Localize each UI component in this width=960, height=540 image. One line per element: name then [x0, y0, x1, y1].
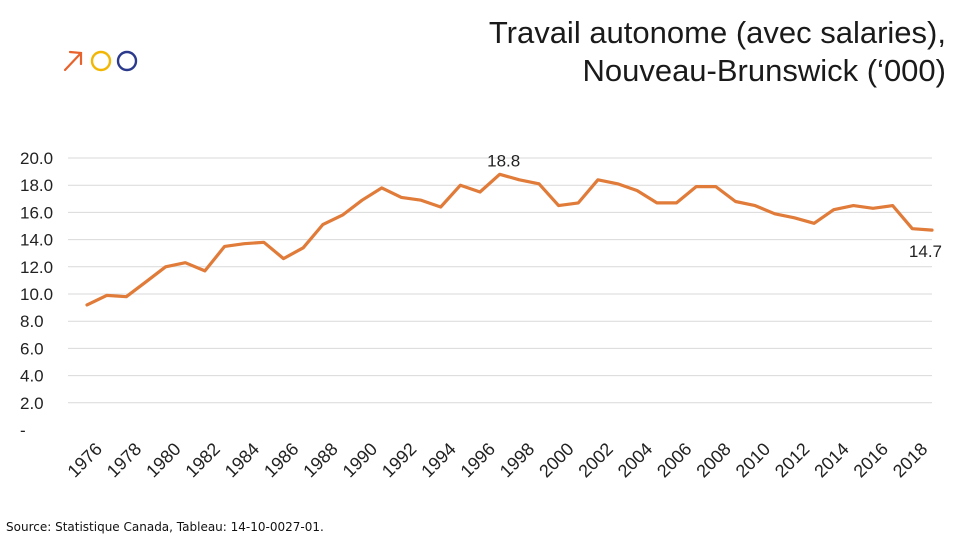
x-tick-label: 1992	[378, 439, 420, 481]
arrow-and-circles-logo	[63, 50, 138, 72]
x-axis-tick-labels: 1976197819801982198419861988199019921994…	[64, 439, 932, 481]
x-tick-label: 2016	[850, 439, 892, 481]
y-tick-label: 20.0	[20, 149, 53, 168]
x-tick-label: 2014	[810, 439, 852, 481]
y-tick-label: 12.0	[20, 258, 53, 277]
y-tick-label: 14.0	[20, 231, 53, 250]
x-tick-label: 2004	[614, 439, 656, 481]
x-tick-label: 2000	[535, 439, 577, 481]
chart-title: Travail autonome (avec salaries), Nouvea…	[326, 14, 946, 90]
data-label: 18.8	[487, 151, 520, 170]
y-tick-label: -	[20, 421, 26, 440]
data-label: 14.7	[909, 242, 942, 261]
x-tick-label: 1982	[181, 439, 223, 481]
x-tick-label: 2010	[732, 439, 774, 481]
x-tick-label: 1994	[417, 439, 459, 481]
logo-blue-circle	[116, 50, 138, 72]
y-tick-label: 2.0	[20, 394, 44, 413]
y-tick-label: 4.0	[20, 367, 44, 386]
x-tick-label: 1984	[221, 439, 263, 481]
x-tick-label: 2012	[771, 439, 813, 481]
x-tick-label: 1980	[142, 439, 184, 481]
logo-yellow-circle	[90, 50, 112, 72]
series-line	[85, 172, 934, 307]
y-tick-label: 18.0	[20, 176, 53, 195]
logo-arrow-icon	[63, 50, 83, 72]
y-tick-label: 10.0	[20, 285, 53, 304]
x-tick-label: 2002	[574, 439, 616, 481]
x-tick-label: 1988	[299, 439, 341, 481]
x-tick-label: 1978	[103, 439, 145, 481]
x-tick-label: 1976	[64, 439, 106, 481]
chart-gridlines	[68, 157, 932, 404]
y-tick-label: 8.0	[20, 312, 44, 331]
x-tick-label: 1986	[260, 439, 302, 481]
source-note: Source: Statistique Canada, Tableau: 14-…	[6, 520, 324, 534]
x-tick-label: 2006	[653, 439, 695, 481]
chart-title-line-2: Nouveau-Brunswick (‘000)	[582, 53, 946, 88]
chart-title-line-1: Travail autonome (avec salaries),	[488, 15, 946, 50]
x-tick-label: 1990	[339, 439, 381, 481]
x-tick-label: 1996	[457, 439, 499, 481]
y-axis-tick-labels: - 2.0 4.0 6.0 8.0 10.0 12.0 14.0 16.0 18.0 20.0	[20, 149, 53, 440]
data-label-annotations: 18.8 14.7	[487, 151, 942, 261]
y-tick-label: 6.0	[20, 339, 44, 358]
y-tick-label: 16.0	[20, 203, 53, 222]
x-tick-label: 2018	[889, 439, 931, 481]
x-tick-label: 2008	[692, 439, 734, 481]
x-tick-label: 1998	[496, 439, 538, 481]
